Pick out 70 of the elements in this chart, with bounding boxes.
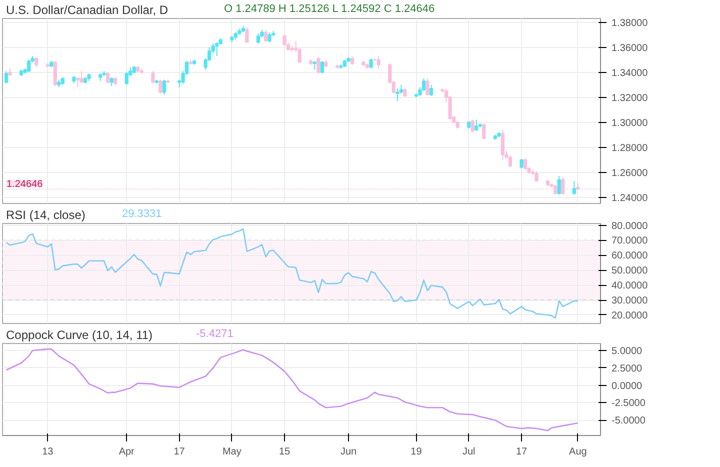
x-tick-label: Aug: [569, 446, 587, 458]
y-tick-label: -2.5000: [612, 398, 646, 410]
candlestick: [27, 59, 31, 73]
candlestick: [376, 56, 380, 69]
candlestick: [523, 158, 528, 170]
candlestick: [369, 58, 373, 69]
x-tick-label: 17: [516, 446, 528, 458]
candlestick: [482, 123, 486, 139]
y-tick-label: 50.0000: [612, 266, 648, 277]
y-tick-label: 2.5000: [612, 363, 643, 374]
y-tick-label: 30.0000: [612, 296, 648, 307]
chart-subtitle: O 1.24789 H 1.25126 L 1.24592 C 1.24646: [224, 2, 435, 17]
candlestick: [396, 88, 400, 102]
x-tick-label: Apr: [118, 446, 136, 458]
chart-title: Coppock Curve (10, 14, 11): [6, 327, 153, 344]
candlestick: [34, 56, 38, 68]
y-tick-label: 5.0000: [612, 346, 643, 357]
candlestick: [561, 176, 565, 196]
y-tick-label: 1.28000: [612, 142, 648, 154]
x-tick-label: 13: [42, 446, 54, 458]
x-tick-label: 17: [174, 446, 186, 458]
candlestick: [264, 29, 268, 42]
x-tick-label: 19: [410, 446, 422, 458]
y-tick-label: 60.0000: [612, 250, 648, 262]
x-tick-label: Jun: [340, 446, 357, 458]
ref-line-label: 1.24646: [6, 179, 44, 190]
candlestick: [162, 79, 166, 96]
text: -5.4271: [196, 327, 234, 342]
y-tick-label: 1.34000: [612, 68, 648, 79]
candlestick: [76, 76, 80, 88]
candlestick: [53, 60, 57, 86]
candlestick: [268, 32, 272, 43]
y-tick-label: 1.24000: [612, 192, 648, 204]
y-tick-label: 20.0000: [612, 310, 648, 322]
y-tick-label: -5.0000: [612, 416, 646, 427]
y-tick-label: 1.26000: [612, 168, 648, 179]
candlestick: [557, 176, 561, 196]
candlestick: [106, 72, 110, 84]
candlestick: [534, 170, 538, 182]
y-tick-label: 1.30000: [612, 118, 648, 129]
candlestick: [426, 78, 430, 96]
candlestick: [245, 26, 249, 43]
line-series: [6, 228, 579, 319]
y-tick-label: 70.0000: [612, 236, 648, 247]
y-tick-label: 1.32000: [612, 92, 648, 104]
line-series: [6, 348, 579, 432]
candlestick: [429, 84, 434, 96]
x-tick-label: Jul: [462, 446, 476, 458]
chart-title: U.S. Dollar/Canadian Dollar, D: [6, 2, 168, 19]
candlestick: [500, 129, 505, 160]
candlestick: [320, 60, 324, 74]
candlestick: [572, 180, 576, 196]
candlestick: [316, 56, 320, 74]
y-tick-label: 0.0000: [612, 380, 643, 392]
y-tick-label: 80.0000: [612, 220, 648, 232]
x-tick-label: May: [222, 446, 242, 458]
y-tick-label: 1.36000: [612, 42, 648, 54]
candlestick: [4, 70, 8, 84]
candlestick: [124, 72, 128, 86]
candlestick: [158, 79, 162, 94]
candlestick: [215, 42, 219, 56]
candlestick: [256, 33, 260, 44]
x-tick-label: 15: [279, 446, 291, 458]
text: 29.3331: [122, 207, 162, 222]
candlestick: [151, 70, 155, 84]
candlestick: [474, 119, 478, 132]
y-tick-label: 40.0000: [612, 280, 648, 292]
candlestick: [470, 119, 474, 133]
y-tick-label: 1.38000: [612, 18, 648, 29]
chart-title: RSI (14, close): [6, 207, 86, 224]
